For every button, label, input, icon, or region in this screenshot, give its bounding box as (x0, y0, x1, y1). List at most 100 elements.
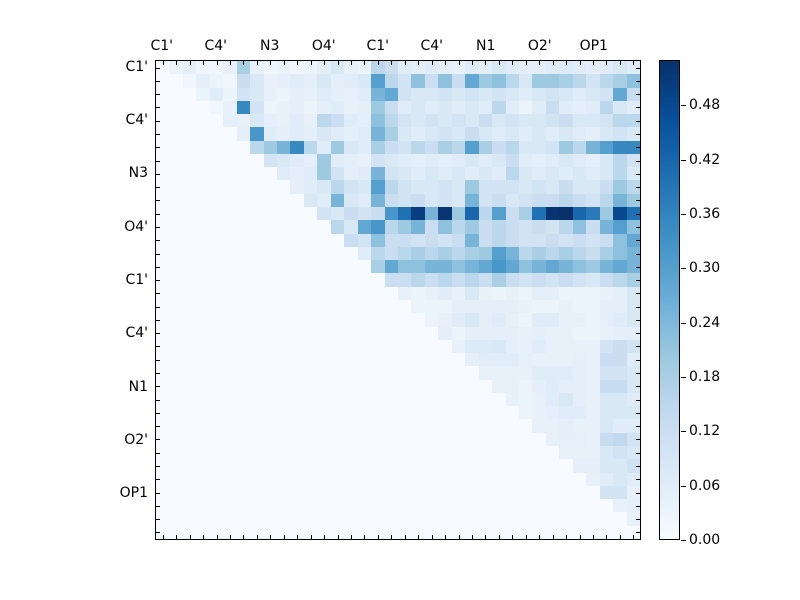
heatmap-cell (424, 100, 439, 115)
heatmap-cell (545, 326, 560, 340)
heatmap-cell (559, 167, 573, 181)
heatmap-cell (196, 286, 210, 300)
heatmap-cell (277, 392, 291, 407)
heatmap-cell (182, 353, 197, 367)
heatmap-cell (545, 472, 560, 486)
heatmap-cell (398, 432, 412, 447)
heatmap-cell (532, 114, 546, 128)
heatmap-cell (344, 180, 358, 194)
heatmap-cell (263, 366, 277, 380)
heatmap-cell (572, 432, 587, 447)
heatmap-cell (236, 432, 251, 447)
heatmap-cell (209, 167, 224, 181)
heatmap-cell (519, 61, 533, 75)
heatmap-cell (182, 366, 197, 380)
heatmap-cell (250, 419, 264, 433)
heatmap-cell (532, 233, 546, 247)
heatmap-cell (196, 273, 210, 287)
heatmap-cell (156, 326, 170, 340)
heatmap-cell (330, 525, 345, 539)
heatmap-cell (613, 153, 627, 168)
heatmap-cell (330, 432, 345, 447)
heatmap-cell (613, 459, 627, 473)
heatmap-cell (478, 233, 493, 247)
heatmap-cell (465, 499, 479, 513)
heatmap-cell (357, 432, 372, 447)
heatmap-cell (290, 313, 304, 327)
heatmap-cell (398, 472, 412, 486)
heatmap-cell (196, 140, 210, 154)
heatmap-cell (532, 61, 546, 75)
heatmap-cell (613, 512, 627, 526)
heatmap-cell (196, 153, 210, 168)
heatmap-cell (156, 61, 170, 75)
heatmap-cell (250, 392, 264, 407)
y-tick-label: C4' (125, 112, 148, 128)
heatmap-cell (599, 207, 614, 221)
heatmap-cell (182, 87, 197, 101)
heatmap-cell (182, 100, 197, 115)
heatmap-cell (438, 180, 452, 194)
heatmap-cell (371, 207, 385, 221)
heatmap-cell (263, 246, 277, 261)
heatmap-cell (438, 74, 452, 88)
heatmap-cell (236, 286, 251, 300)
heatmap-cell (169, 233, 183, 247)
heatmap-cell (492, 406, 506, 420)
heatmap-cell (169, 339, 183, 354)
heatmap-cell (492, 512, 506, 526)
heatmap-cell (303, 339, 318, 354)
heatmap-cell (156, 313, 170, 327)
heatmap-cell (357, 207, 372, 221)
heatmap-cell (156, 127, 170, 141)
heatmap-cell (344, 485, 358, 500)
heatmap-cell (236, 299, 251, 314)
heatmap-cell (250, 379, 264, 393)
heatmap-cell (384, 406, 398, 420)
heatmap-cell (357, 140, 372, 154)
heatmap-cell (465, 140, 479, 154)
heatmap-cell (438, 392, 452, 407)
heatmap-cell (626, 207, 640, 221)
heatmap-cell (196, 313, 210, 327)
heatmap-cell (545, 406, 560, 420)
heatmap-cell (263, 273, 277, 287)
heatmap-cell (223, 299, 237, 314)
heatmap-cell (317, 246, 331, 261)
heatmap-cell (559, 193, 573, 208)
heatmap-cell (250, 366, 264, 380)
heatmap-cell (236, 61, 251, 75)
heatmap-cell (626, 127, 640, 141)
heatmap-cell (223, 167, 237, 181)
heatmap-cell (478, 127, 493, 141)
heatmap-cell (626, 353, 640, 367)
heatmap-cell (182, 326, 197, 340)
heatmap-cell (532, 353, 546, 367)
heatmap-cell (438, 485, 452, 500)
heatmap-cell (438, 127, 452, 141)
heatmap-cell (572, 233, 587, 247)
heatmap-cell (398, 140, 412, 154)
heatmap-cell (263, 379, 277, 393)
heatmap-cell (209, 153, 224, 168)
heatmap-cell (156, 153, 170, 168)
heatmap-cell (236, 339, 251, 354)
heatmap-cell (236, 100, 251, 115)
x-tick-label: O4' (311, 38, 336, 54)
heatmap-cell (599, 512, 614, 526)
heatmap-cell (532, 140, 546, 154)
heatmap-cell (330, 233, 345, 247)
heatmap-cell (384, 446, 398, 460)
heatmap-cell (586, 499, 600, 513)
heatmap-cell (156, 299, 170, 314)
heatmap-cell (505, 74, 519, 88)
heatmap-cell (505, 472, 519, 486)
heatmap-cell (263, 432, 277, 447)
heatmap-cell (384, 74, 398, 88)
heatmap-cell (505, 193, 519, 208)
heatmap-cell (398, 220, 412, 234)
heatmap-cell (156, 273, 170, 287)
heatmap-cell (169, 419, 183, 433)
heatmap-cell (263, 313, 277, 327)
